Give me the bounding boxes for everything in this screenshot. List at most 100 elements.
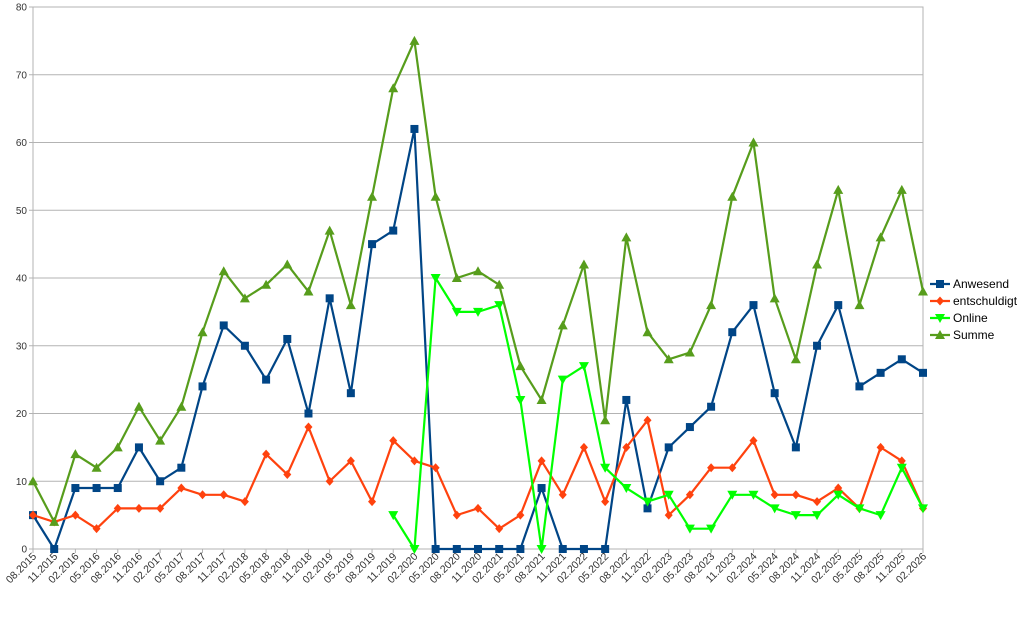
data-point-anwesend xyxy=(643,504,652,513)
data-point-online xyxy=(790,511,801,521)
data-point-entschuldigt xyxy=(304,422,313,432)
data-point-online xyxy=(875,511,886,521)
data-point-summe xyxy=(896,184,907,194)
data-point-summe xyxy=(748,137,759,147)
data-point-summe xyxy=(49,516,60,526)
data-point-summe xyxy=(812,259,823,269)
legend-item-online: Online xyxy=(930,311,988,325)
data-point-summe xyxy=(642,327,653,337)
data-point-anwesend xyxy=(919,368,927,377)
data-point-anwesend xyxy=(601,545,610,553)
data-point-summe xyxy=(91,462,102,472)
data-point-entschuldigt xyxy=(685,490,694,500)
data-point-entschuldigt xyxy=(876,442,885,452)
data-point-summe xyxy=(345,300,356,310)
data-point-anwesend xyxy=(177,463,186,472)
data-point-summe xyxy=(409,35,420,45)
series-layer xyxy=(28,35,928,554)
data-point-anwesend xyxy=(855,382,864,391)
y-tick-label: 40 xyxy=(16,274,28,285)
data-point-online xyxy=(748,490,759,500)
data-point-entschuldigt xyxy=(601,497,610,507)
data-point-summe xyxy=(367,191,378,201)
legend-swatch-marker xyxy=(935,314,945,323)
data-point-summe xyxy=(494,279,505,289)
data-point-summe xyxy=(769,293,780,303)
data-point-entschuldigt xyxy=(558,490,567,500)
data-point-entschuldigt xyxy=(198,490,207,500)
data-point-anwesend xyxy=(283,334,292,343)
data-point-online xyxy=(918,504,928,514)
y-tick-label: 70 xyxy=(16,70,28,81)
data-point-summe xyxy=(600,415,611,425)
data-point-summe xyxy=(261,279,272,289)
data-point-summe xyxy=(133,401,144,411)
data-point-entschuldigt xyxy=(389,436,398,446)
data-point-online xyxy=(727,490,738,500)
data-point-summe xyxy=(578,259,589,269)
data-point-entschuldigt xyxy=(156,503,165,513)
data-point-summe xyxy=(790,354,801,364)
data-point-online xyxy=(515,395,526,405)
data-point-entschuldigt xyxy=(643,415,652,425)
data-point-online xyxy=(833,490,844,500)
data-point-online xyxy=(896,463,907,473)
data-point-online xyxy=(621,484,632,494)
legend-item-anwesend: Anwesend xyxy=(930,277,1009,291)
data-point-entschuldigt xyxy=(813,497,822,507)
data-point-anwesend xyxy=(728,328,737,337)
data-point-summe xyxy=(155,435,166,445)
data-point-anwesend xyxy=(749,301,758,310)
data-point-online xyxy=(663,490,674,500)
data-point-anwesend xyxy=(262,375,271,384)
data-point-online xyxy=(557,375,568,385)
data-point-entschuldigt xyxy=(707,463,716,473)
data-point-entschuldigt xyxy=(368,497,377,507)
legend-swatch-marker xyxy=(936,296,944,306)
data-point-entschuldigt xyxy=(262,449,271,459)
y-tick-label: 60 xyxy=(16,138,28,149)
data-point-summe xyxy=(684,347,695,357)
data-point-online xyxy=(494,301,505,311)
data-point-anwesend xyxy=(71,484,80,493)
data-point-anwesend xyxy=(92,484,101,493)
y-tick-label: 20 xyxy=(16,409,28,420)
y-tick-label: 30 xyxy=(16,341,28,352)
data-point-entschuldigt xyxy=(219,490,228,500)
legend-item-entschuldigt: entschuldigt xyxy=(930,294,1018,308)
data-point-summe xyxy=(875,232,886,242)
data-point-online xyxy=(473,307,483,317)
data-point-summe xyxy=(70,449,81,459)
axis-layer: 0102030405060708008.201511.201502.201605… xyxy=(4,3,929,586)
data-point-entschuldigt xyxy=(834,483,843,493)
data-point-entschuldigt xyxy=(791,490,800,500)
data-point-entschuldigt xyxy=(177,483,186,493)
data-point-online xyxy=(600,463,611,473)
data-point-anwesend xyxy=(431,545,440,553)
data-point-entschuldigt xyxy=(29,510,37,520)
y-tick-label: 0 xyxy=(21,545,27,556)
data-point-anwesend xyxy=(495,545,504,553)
series-summe xyxy=(28,35,928,526)
data-point-anwesend xyxy=(707,402,716,411)
data-point-entschuldigt xyxy=(537,456,546,466)
data-point-anwesend xyxy=(791,443,800,452)
data-point-anwesend xyxy=(346,389,355,398)
legend-item-summe: Summe xyxy=(930,328,995,342)
legend: Anwesend entschuldigt Online Summe xyxy=(930,277,1018,342)
data-point-anwesend xyxy=(770,389,779,398)
legend-label: entschuldigt xyxy=(953,294,1018,308)
data-point-online xyxy=(388,511,399,521)
data-point-summe xyxy=(176,401,187,411)
data-point-summe xyxy=(451,273,462,282)
data-point-anwesend xyxy=(304,409,313,418)
legend-label: Online xyxy=(953,311,988,325)
data-point-summe xyxy=(239,293,250,303)
data-point-entschuldigt xyxy=(134,503,143,513)
data-point-anwesend xyxy=(410,124,419,133)
data-point-entschuldigt xyxy=(113,503,122,513)
data-point-summe xyxy=(218,266,229,276)
data-point-summe xyxy=(727,191,738,201)
data-point-anwesend xyxy=(198,382,207,391)
